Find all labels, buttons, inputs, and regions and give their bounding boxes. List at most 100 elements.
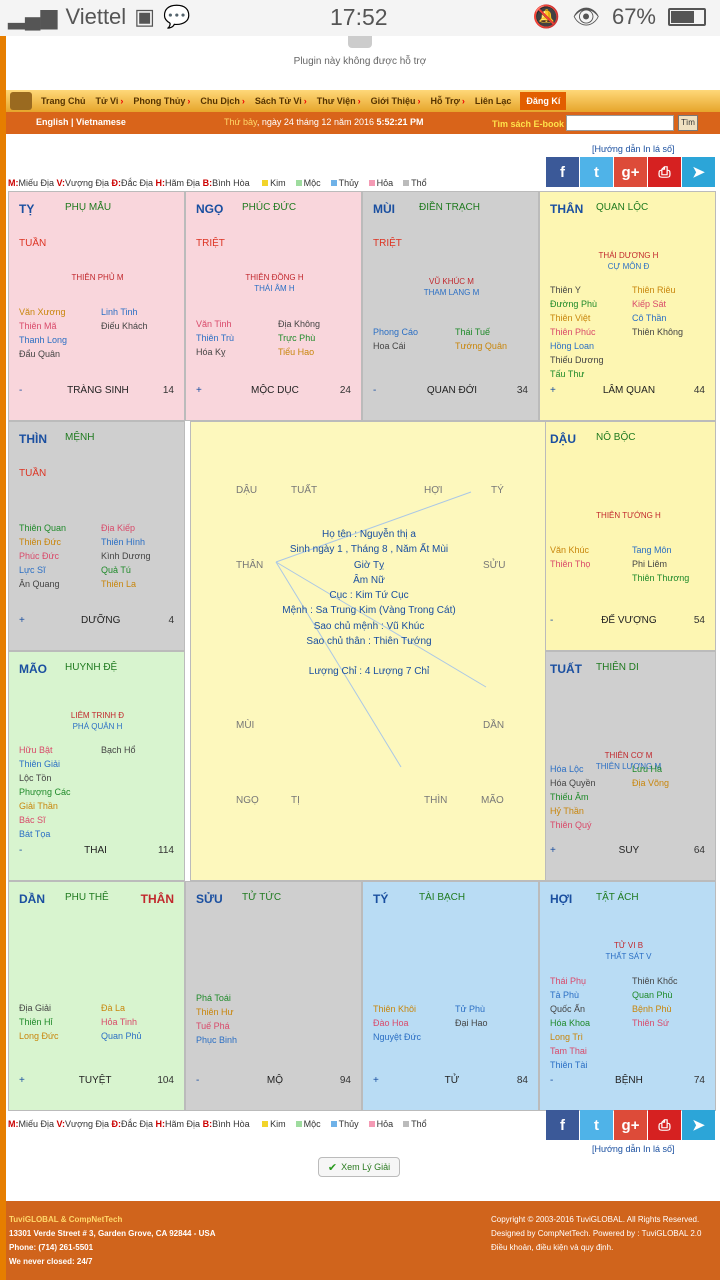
color-swatch — [262, 180, 269, 186]
minor-stars-left: Văn Tinh Thiên Trù Hóa Kỵ — [196, 317, 234, 359]
chevron-right-icon: › — [461, 96, 465, 106]
twitter-icon[interactable]: t — [580, 157, 613, 187]
palace-cell-4[interactable]: THÌN MỆNH TUẦN Thiên Quan Thiên Đức Phúc Đức L… — [8, 421, 185, 651]
legend-element-label: Thủy — [338, 178, 359, 188]
center-branch-label: SỬU — [483, 560, 506, 571]
minor-star: Thiên Hư — [196, 1007, 234, 1017]
palace-branch: HỢI — [550, 892, 573, 906]
legend-element-label: Thổ — [411, 178, 427, 188]
main-star: THIÊN ĐỒNG H — [245, 273, 304, 282]
palace-cell-5[interactable]: DẬU NÔ BỘC THIÊN TƯỚNG H Văn Khúc Thiên Thọ T… — [539, 421, 716, 651]
palace-cell-6[interactable]: MÃO HUYNH ĐỆ LIÊM TRINH Đ PHÁ QUÂN H Hữu Bật… — [8, 651, 185, 881]
carrier-label: Viettel — [65, 4, 127, 29]
minor-star: Đường Phù — [550, 299, 597, 309]
palace-branch: MÙI — [373, 202, 395, 216]
google-plus-icon[interactable]: g+ — [614, 1110, 647, 1140]
palace-footer: - TRÀNG SINH 14 — [19, 385, 174, 396]
palace-sign: - — [19, 385, 23, 396]
palace-footer: + TUYỆT 104 — [19, 1075, 174, 1086]
palace-cell-0[interactable]: TỴ PHỤ MẪU TUẦN THIÊN PHỦ M Văn Xương Thiên M… — [8, 191, 185, 421]
minor-star: Tả Phù — [550, 990, 580, 1000]
facebook-icon[interactable]: f — [546, 1110, 579, 1140]
footer-design[interactable]: Designed by CompNetTech. Powered by : Tu… — [491, 1229, 702, 1238]
nav-item-5[interactable]: Thư Viện › — [312, 96, 366, 106]
center-branch-label: TUẤT — [291, 485, 318, 496]
minor-star: Tướng Quân — [455, 341, 507, 351]
main-stars: VŨ KHÚC M THAM LANG M — [363, 276, 538, 298]
nav-item-6[interactable]: Giới Thiệu › — [366, 96, 426, 106]
minor-star: Thiên Việt — [550, 313, 591, 323]
left-accent-bar — [0, 36, 6, 1280]
clock: 17:52 — [330, 4, 388, 30]
facebook-icon[interactable]: f — [546, 157, 579, 187]
twitter-icon[interactable]: t — [580, 1110, 613, 1140]
register-button[interactable]: Đăng Kí — [520, 92, 567, 110]
print-guide-link-top[interactable]: [Hướng dẫn In lá số] — [592, 144, 675, 154]
palace-cell-2[interactable]: MÙI ĐIỀN TRẠCH TRIỆT VŨ KHÚC M THAM LANG M Ph… — [362, 191, 539, 421]
nav-item-0[interactable]: Trang Chủ — [36, 96, 91, 106]
color-swatch — [368, 180, 375, 186]
palace-age: 54 — [693, 615, 705, 626]
legend-element-label: Hỏa — [376, 1119, 394, 1129]
print-guide-link-bottom[interactable]: [Hướng dẫn In lá số] — [592, 1144, 675, 1154]
nav-item-7[interactable]: Hỗ Trợ › — [426, 96, 470, 106]
footer-terms[interactable]: Điều khoản, điều kiện và quy định. — [491, 1243, 614, 1252]
nav-item-label: Phong Thủy — [133, 96, 186, 106]
palace-cell-3[interactable]: THÂN QUAN LỘC THÁI DƯƠNG H CỰ MÔN Đ Thiên Y Đ… — [539, 191, 716, 421]
ebook-search-button[interactable]: Tìm — [678, 115, 698, 131]
main-star: THAM LANG M — [423, 288, 480, 297]
palace-cell-1[interactable]: NGỌ PHÚC ĐỨC TRIỆT THIÊN ĐỒNG H THÁI ÂM H Văn… — [185, 191, 362, 421]
print-icon[interactable]: ⎙ — [648, 157, 681, 187]
nav-item-1[interactable]: Tử Vi › — [91, 96, 129, 106]
color-swatch — [295, 180, 302, 186]
nav-item-4[interactable]: Sách Tử Vi › — [250, 96, 312, 106]
minor-star: Thiếu Dương — [550, 355, 604, 365]
legend-top: M:Miếu Địa V:Vượng Địa Đ:Đắc Địa H:Hãm Đ… — [8, 178, 427, 188]
nav-item-label: Trang Chủ — [41, 96, 86, 106]
legend-element-label: Hỏa — [376, 178, 394, 188]
minor-stars-left: Địa Giải Thiên Hỉ Long Đức — [19, 1001, 59, 1043]
minor-stars-right: Thiên Khốc Quan Phù Bệnh Phù Thiên Sứ — [632, 974, 678, 1030]
palace-footer: - ĐẾ VƯỢNG 54 — [550, 615, 705, 626]
palace-cell-9[interactable]: SỬU TỬ TỨC Phá Toái Thiên Hư Tuế Phá Phục Bin… — [185, 881, 362, 1111]
minor-star: Quả Tú — [101, 565, 131, 575]
minor-star: Long Đức — [19, 1031, 59, 1041]
minor-star: Tam Thai — [550, 1046, 587, 1056]
sub-bar: English | Vietnamese Thứ bảy, ngày 24 th… — [6, 112, 720, 134]
telegram-icon[interactable]: ➤ — [682, 1110, 715, 1140]
nav-item-label: Thư Viện — [316, 96, 356, 106]
info-line: Mệnh : Sa Trung Kim (Vàng Trong Cát) — [282, 605, 456, 617]
palace-flag: TUẦN — [19, 238, 47, 249]
minor-star: Phượng Các — [19, 787, 71, 797]
minor-stars-right: Tang Môn Phi Liêm Thiên Thương — [632, 543, 689, 585]
minor-star: Phá Toái — [196, 993, 231, 1003]
google-plus-icon[interactable]: g+ — [614, 157, 647, 187]
telegram-icon[interactable]: ➤ — [682, 157, 715, 187]
nav-item-3[interactable]: Chu Dịch › — [195, 96, 250, 106]
palace-cell-7[interactable]: TUẤT THIÊN DI THIÊN CƠ M THIÊN LƯƠNG M Hóa L… — [539, 651, 716, 881]
main-stars: THIÊN TƯỚNG H — [540, 510, 715, 521]
aspect-lines — [275, 491, 487, 768]
palace-name: TẬT ÁCH — [596, 892, 639, 903]
language-switch[interactable]: English | Vietnamese — [36, 117, 126, 127]
minor-star: Thiên Khốc — [632, 976, 678, 986]
footer-hours: We never closed: 24/7 — [9, 1257, 93, 1266]
home-icon[interactable] — [10, 92, 32, 110]
main-star: THÁI DƯƠNG H — [598, 251, 659, 260]
nav-item-8[interactable]: Liên Lạc — [470, 96, 517, 106]
legend-text-b: Bình Hòa — [212, 1119, 250, 1129]
ebook-search-input[interactable] — [566, 115, 674, 131]
palace-name: HUYNH ĐỆ — [65, 662, 118, 673]
minor-star: Thái Tuế — [455, 327, 491, 337]
minor-star: Đà La — [101, 1003, 126, 1013]
main-star: THIÊN TƯỚNG H — [596, 511, 661, 520]
palace-cell-11[interactable]: HỢI TẬT ÁCH TỬ VI B THẤT SÁT V Thái Phụ Tả Ph… — [539, 881, 716, 1111]
palace-cell-10[interactable]: TÝ TÀI BẠCH Thiên Khôi Đào Hoa Nguyệt Đức Tử … — [362, 881, 539, 1111]
palace-cell-8[interactable]: DẦN PHU THÊ THÂN Địa Giải Thiên Hỉ Long Đức Đà… — [8, 881, 185, 1111]
minor-star: Địa Kiếp — [101, 523, 136, 533]
legend-element-moc: Mộc — [295, 178, 321, 188]
minor-star: Thiên Đức — [19, 537, 62, 547]
print-icon[interactable]: ⎙ — [648, 1110, 681, 1140]
xem-ly-giai-button[interactable]: ✔ Xem Lý Giải — [318, 1157, 400, 1177]
nav-item-2[interactable]: Phong Thủy › — [128, 96, 195, 106]
